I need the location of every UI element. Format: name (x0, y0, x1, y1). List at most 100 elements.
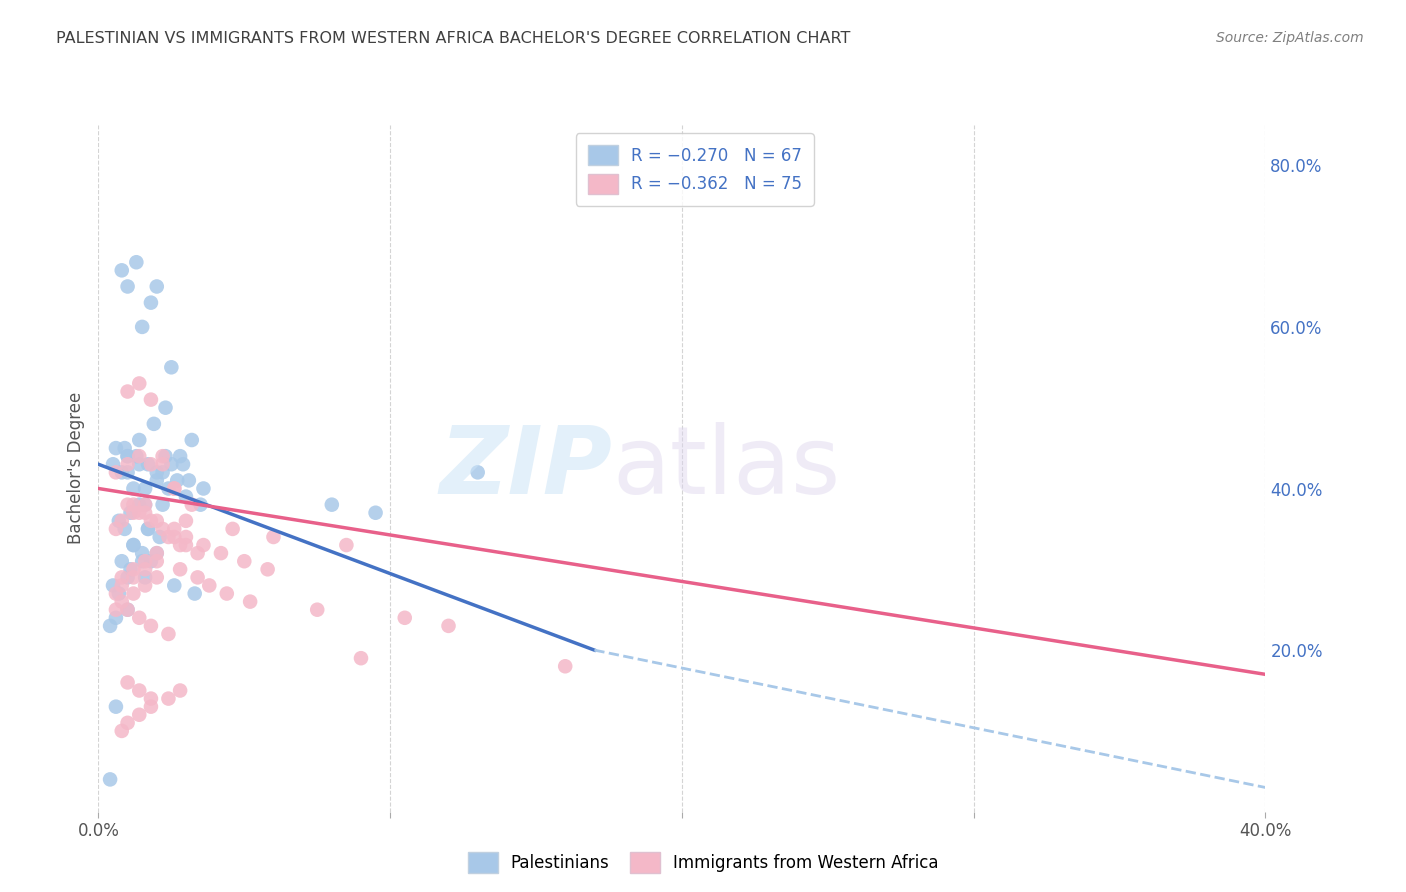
Point (174, 490, 197, 504)
Point (134, 482, 156, 496)
Point (139, 457, 162, 471)
Point (163, 522, 186, 536)
Point (134, 554, 156, 568)
Point (139, 392, 162, 407)
Point (152, 457, 174, 471)
Point (146, 554, 169, 568)
Point (163, 530, 186, 544)
Point (152, 498, 174, 512)
Point (117, 603, 139, 617)
Point (187, 570, 209, 584)
Point (117, 279, 139, 293)
Point (128, 683, 150, 698)
Point (146, 474, 169, 488)
Point (157, 530, 180, 544)
Point (98, 772, 121, 787)
Point (139, 691, 162, 706)
Point (122, 498, 145, 512)
Point (111, 554, 134, 568)
Point (198, 578, 221, 592)
Point (104, 611, 127, 625)
Point (122, 538, 145, 552)
Point (117, 449, 139, 463)
Point (128, 433, 150, 447)
Point (215, 586, 238, 600)
Point (335, 538, 357, 552)
Point (111, 466, 134, 480)
Point (122, 506, 145, 520)
Point (155, 449, 177, 463)
Point (146, 514, 169, 528)
Point (437, 619, 460, 633)
Point (111, 594, 134, 608)
Point (256, 562, 278, 576)
Point (111, 263, 134, 277)
Point (134, 498, 156, 512)
Point (149, 530, 172, 544)
Y-axis label: Bachelor's Degree: Bachelor's Degree (66, 392, 84, 544)
Point (221, 522, 243, 536)
Point (177, 474, 200, 488)
Point (307, 603, 329, 617)
Point (128, 498, 150, 512)
Point (122, 482, 145, 496)
Point (111, 570, 134, 584)
Point (467, 466, 489, 480)
Point (139, 699, 162, 714)
Point (160, 457, 183, 471)
Point (120, 506, 142, 520)
Point (114, 441, 136, 455)
Point (152, 522, 174, 536)
Point (554, 659, 576, 673)
Point (104, 603, 127, 617)
Point (104, 586, 127, 600)
Point (122, 538, 145, 552)
Point (134, 570, 156, 584)
Point (209, 546, 232, 560)
Point (169, 562, 191, 576)
Point (136, 522, 159, 536)
Point (163, 482, 186, 496)
Point (142, 417, 165, 431)
Point (101, 578, 124, 592)
Text: PALESTINIAN VS IMMIGRANTS FROM WESTERN AFRICA BACHELOR'S DEGREE CORRELATION CHAR: PALESTINIAN VS IMMIGRANTS FROM WESTERN A… (56, 31, 851, 46)
Point (111, 578, 134, 592)
Point (122, 562, 145, 576)
Point (128, 707, 150, 722)
Point (120, 562, 142, 576)
Point (174, 514, 197, 528)
Point (155, 401, 177, 415)
Point (101, 457, 124, 471)
Point (134, 578, 156, 592)
Point (187, 546, 209, 560)
Point (157, 627, 180, 641)
Point (169, 449, 191, 463)
Point (122, 570, 145, 584)
Point (117, 457, 139, 471)
Point (169, 538, 191, 552)
Point (166, 474, 188, 488)
Point (174, 538, 197, 552)
Point (364, 506, 387, 520)
Point (114, 522, 136, 536)
Point (157, 482, 180, 496)
Point (98, 619, 121, 633)
Point (152, 449, 174, 463)
Point (134, 562, 156, 576)
Point (117, 449, 139, 463)
Legend: Palestinians, Immigrants from Western Africa: Palestinians, Immigrants from Western Af… (461, 846, 945, 880)
Point (117, 570, 139, 584)
Point (125, 449, 148, 463)
Point (160, 360, 183, 375)
Point (193, 482, 215, 496)
Point (262, 530, 284, 544)
Point (394, 611, 416, 625)
Point (131, 319, 153, 334)
Point (128, 376, 150, 391)
Point (139, 514, 162, 528)
Point (117, 384, 139, 399)
Point (131, 554, 153, 568)
Point (136, 522, 159, 536)
Point (157, 691, 180, 706)
Point (104, 522, 127, 536)
